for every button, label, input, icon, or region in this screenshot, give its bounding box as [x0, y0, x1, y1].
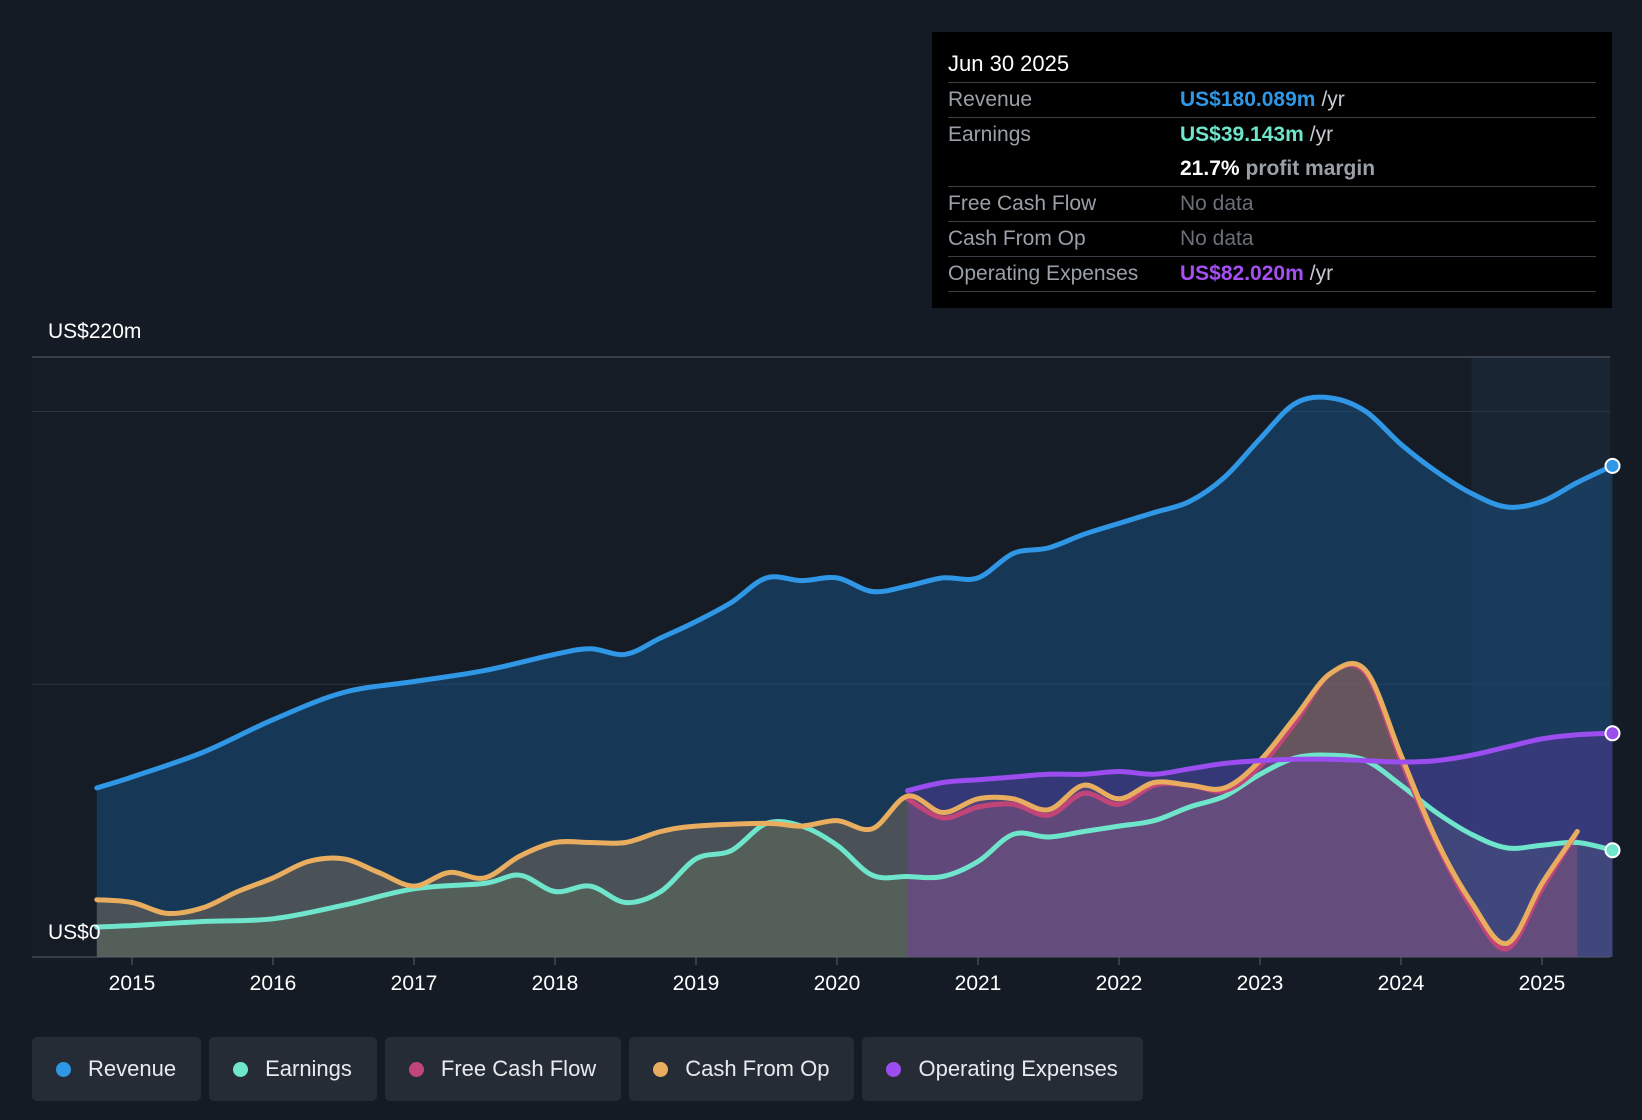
legend-item-revenue[interactable]: Revenue	[32, 1037, 202, 1101]
tooltip-unit: profit margin	[1245, 157, 1376, 180]
tooltip-row-revenue: Revenue US$180.089m /yr	[948, 83, 1596, 118]
legend-dot-icon	[233, 1061, 249, 1077]
tooltip-label: Operating Expenses	[948, 262, 1139, 285]
series-end-markers	[1604, 457, 1621, 859]
area-operating-expenses	[907, 733, 1613, 957]
x-tick-label: 2018	[532, 972, 579, 995]
line-free-cash-flow	[905, 662, 1580, 952]
endpoint-operating-expenses	[1604, 725, 1621, 742]
tooltip-unit: /yr	[1309, 123, 1334, 146]
legend-dot-icon	[886, 1061, 902, 1077]
tooltip-row-profit-margin: 21.7% profit margin	[948, 152, 1596, 187]
legend: Revenue Earnings Free Cash Flow Cash Fro…	[32, 1037, 1143, 1101]
line-cash-from-op	[94, 660, 1580, 946]
legend-item-free-cash-flow[interactable]: Free Cash Flow	[384, 1037, 622, 1101]
legend-dot-icon	[56, 1061, 71, 1077]
x-tick-label: 2025	[1519, 972, 1566, 995]
legend-label: Free Cash Flow	[440, 1056, 597, 1081]
endpoint-earnings	[1604, 842, 1621, 859]
tooltip-row-operating-expenses: Operating Expenses US$82.020m /yr	[948, 257, 1596, 292]
legend-label: Cash From Op	[685, 1056, 830, 1081]
tooltip-row-cash-from-op: Cash From Op No data	[948, 222, 1596, 257]
area-free-cash-flow	[907, 664, 1578, 957]
tooltip-value: No data	[1180, 227, 1254, 250]
tooltip-unit: /yr	[1309, 262, 1334, 285]
tooltip-row-free-cash-flow: Free Cash Flow No data	[948, 187, 1596, 222]
legend-label: Earnings	[265, 1056, 352, 1081]
legend-dot-icon	[408, 1061, 424, 1077]
x-tick-label: 2016	[250, 972, 297, 995]
tooltip-label: Cash From Op	[948, 227, 1086, 250]
legend-item-operating-expenses[interactable]: Operating Expenses	[862, 1037, 1143, 1101]
tooltip-unit: /yr	[1321, 88, 1345, 111]
x-tick-label: 2015	[109, 972, 156, 995]
x-tick-label: 2017	[391, 972, 438, 995]
legend-item-cash-from-op[interactable]: Cash From Op	[629, 1037, 855, 1101]
legend-label: Revenue	[88, 1056, 177, 1081]
y-axis-bottom-label: US$0	[48, 921, 101, 944]
x-axis-ticks: 2015 2016 2017 2018 2019 2020 2021 2022 2023 2024…	[109, 957, 1566, 995]
x-tick-label: 2019	[673, 972, 720, 995]
line-operating-expenses	[905, 730, 1615, 794]
tooltip-value: US$180.089m	[1180, 88, 1316, 111]
tooltip-row-earnings: Earnings US$39.143m /yr	[948, 118, 1596, 152]
tooltip-panel: Jun 30 2025 Revenue US$180.089m /yr Earn…	[932, 32, 1612, 308]
tooltip-label: Revenue	[948, 88, 1033, 111]
tooltip-value: No data	[1180, 192, 1254, 215]
series-lines	[94, 394, 1615, 952]
tooltip-label	[948, 152, 1180, 186]
area-earnings	[96, 754, 1613, 957]
tooltip-date: Jun 30 2025	[948, 46, 1596, 83]
legend-dot-icon	[653, 1061, 669, 1077]
legend-item-earnings[interactable]: Earnings	[209, 1037, 377, 1101]
tooltip-label: Free Cash Flow	[948, 192, 1097, 215]
line-earnings	[94, 752, 1615, 930]
area-revenue	[96, 397, 1613, 957]
x-tick-label: 2023	[1237, 972, 1284, 995]
x-tick-label: 2022	[1096, 972, 1143, 995]
tooltip-value: 21.7%	[1180, 157, 1240, 180]
x-tick-label: 2021	[955, 972, 1002, 995]
tooltip-label: Earnings	[948, 123, 1031, 146]
x-tick-label: 2024	[1378, 972, 1425, 995]
endpoint-revenue	[1604, 457, 1621, 474]
tooltip-value: US$82.020m	[1180, 262, 1304, 285]
tooltip-value: US$39.143m	[1180, 123, 1304, 146]
legend-label: Operating Expenses	[918, 1056, 1118, 1081]
y-axis-top-label: US$220m	[48, 320, 142, 343]
x-tick-label: 2020	[814, 972, 861, 995]
line-revenue	[94, 394, 1615, 791]
